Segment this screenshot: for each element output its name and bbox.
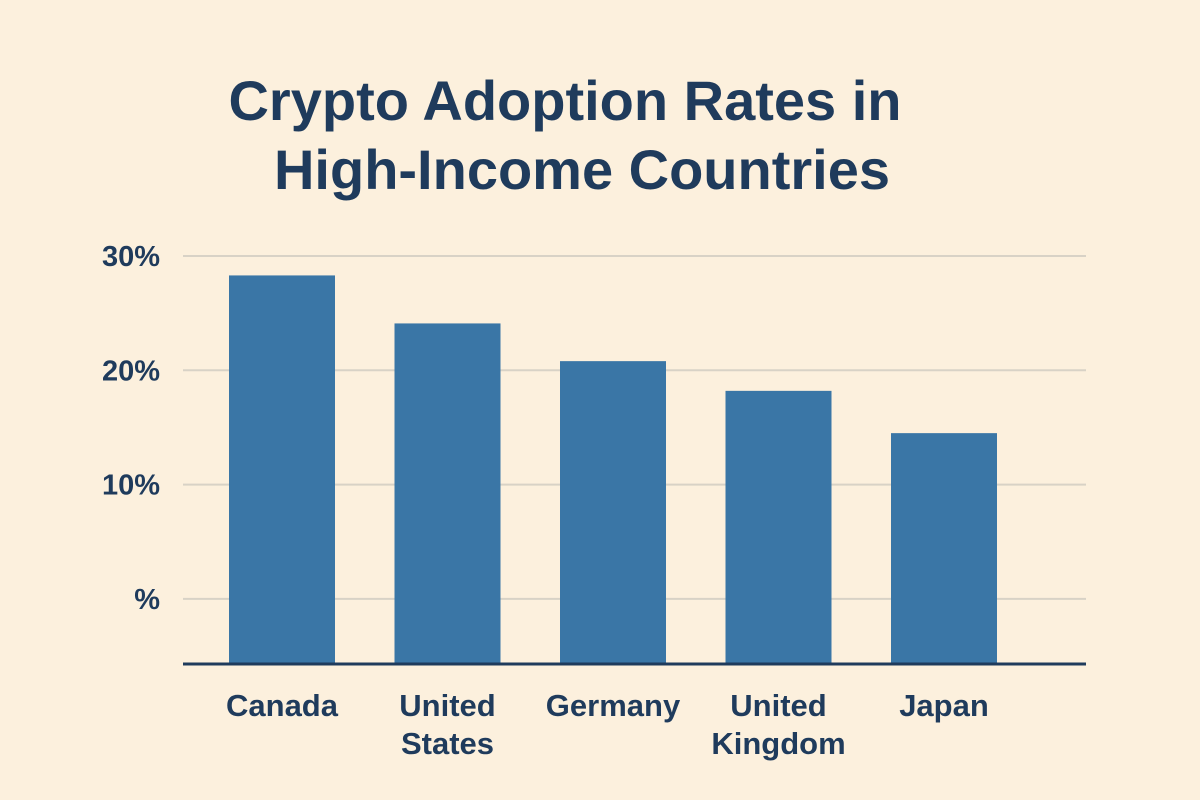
bar <box>891 433 997 664</box>
bars <box>229 275 997 664</box>
y-tick-label: % <box>134 584 160 616</box>
bar <box>229 275 335 664</box>
chart-title-line-2: High-Income Countries <box>274 138 890 201</box>
y-tick-label: 20% <box>102 355 160 387</box>
bar <box>560 361 666 664</box>
y-tick-label: 10% <box>102 470 160 502</box>
bar <box>726 391 832 664</box>
chart-title-line-1: Crypto Adoption Rates in <box>228 69 901 132</box>
x-category-label: Germany <box>546 688 681 723</box>
chart-title: Crypto Adoption Rates in High-Income Cou… <box>228 69 901 201</box>
y-tick-label: 30% <box>102 241 160 273</box>
x-category-label: States <box>401 726 494 761</box>
bar <box>395 323 501 664</box>
y-axis-ticks: % 10% 20% 30% <box>102 241 160 616</box>
x-category-label: United <box>730 688 826 723</box>
x-category-label: Kingdom <box>711 726 845 761</box>
x-category-label: Canada <box>226 688 339 723</box>
x-category-label: United <box>399 688 495 723</box>
x-category-label: Japan <box>899 688 989 723</box>
